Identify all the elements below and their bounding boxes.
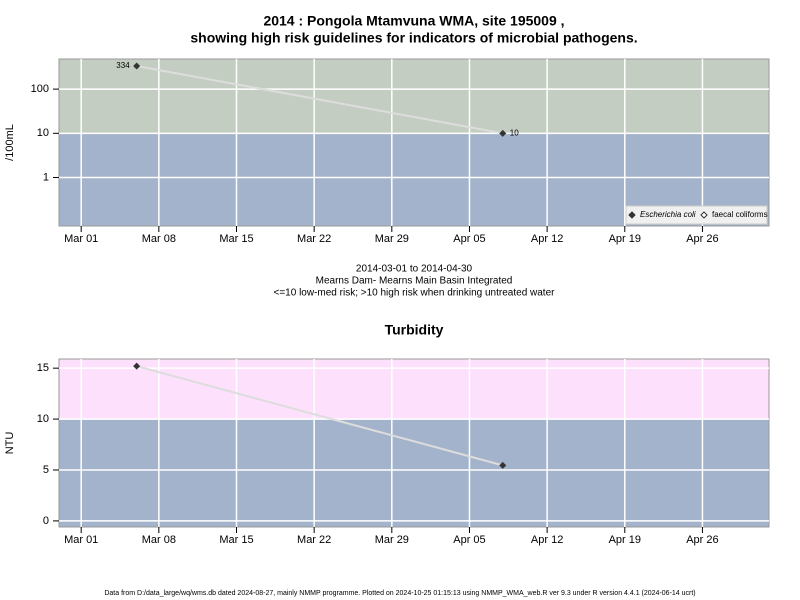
x-tick-label: Apr 19 xyxy=(609,233,641,245)
series-line xyxy=(136,64,503,135)
y-tick-label: 5 xyxy=(43,464,49,476)
x-tick-label: Mar 15 xyxy=(219,534,253,546)
x-tick-label: Mar 22 xyxy=(297,233,331,245)
x-tick-label: Apr 26 xyxy=(686,233,718,245)
chart-title: 2014 : Pongola Mtamvuna WMA, site 195009… xyxy=(263,13,564,29)
legend-box xyxy=(625,205,768,225)
legend-label: Escherichia coli xyxy=(640,210,696,219)
x-tick-label: Mar 15 xyxy=(219,233,253,245)
band-high xyxy=(59,359,769,420)
y-tick-label: 10 xyxy=(37,127,49,139)
x-tick-label: Apr 12 xyxy=(531,233,563,245)
x-tick-label: Apr 19 xyxy=(609,534,641,546)
subtitle: 2014-03-01 to 2014-04-30 xyxy=(356,264,473,275)
y-tick-label: 100 xyxy=(31,83,49,95)
x-tick-label: Mar 08 xyxy=(142,534,176,546)
x-tick-label: Mar 08 xyxy=(142,233,176,245)
x-tick-label: Apr 26 xyxy=(686,534,718,546)
x-tick-label: Mar 01 xyxy=(64,534,98,546)
point xyxy=(499,129,507,137)
value-label: 10 xyxy=(510,128,519,137)
legend-label: faecal coliforms xyxy=(712,210,768,219)
x-tick-label: Mar 22 xyxy=(297,534,331,546)
value-label: 334 xyxy=(116,61,130,70)
x-tick-label: Mar 01 xyxy=(64,233,98,245)
point xyxy=(133,62,141,70)
chart-title: showing high risk guidelines for indicat… xyxy=(190,30,637,46)
y-axis-label: NTU xyxy=(4,432,16,455)
x-tick-label: Apr 05 xyxy=(453,534,485,546)
y-axis-label: /100mL xyxy=(4,124,16,161)
band-low xyxy=(59,419,769,527)
legend-marker xyxy=(700,211,708,219)
x-tick-label: Mar 29 xyxy=(375,233,409,245)
x-tick-label: Apr 05 xyxy=(453,233,485,245)
y-tick-label: 0 xyxy=(43,515,49,527)
y-tick-label: 10 xyxy=(37,413,49,425)
point xyxy=(499,461,507,469)
x-tick-label: Mar 29 xyxy=(375,534,409,546)
subtitle: Mearns Dam- Mearns Main Basin Integrated xyxy=(316,276,513,287)
point xyxy=(133,362,141,370)
subtitle: <=10 low-med risk; >10 high risk when dr… xyxy=(274,288,556,299)
y-tick-label: 15 xyxy=(37,362,49,374)
band-high xyxy=(59,59,769,134)
plot-frame xyxy=(58,58,770,227)
plot-frame xyxy=(58,358,770,528)
x-tick-label: Apr 12 xyxy=(531,534,563,546)
chart-title: Turbidity xyxy=(385,322,444,338)
series-line xyxy=(136,365,504,467)
legend-marker xyxy=(628,211,636,219)
footer: Data from D:/data_large/wq/wms.db dated … xyxy=(104,590,695,597)
y-tick-label: 1 xyxy=(43,171,49,183)
